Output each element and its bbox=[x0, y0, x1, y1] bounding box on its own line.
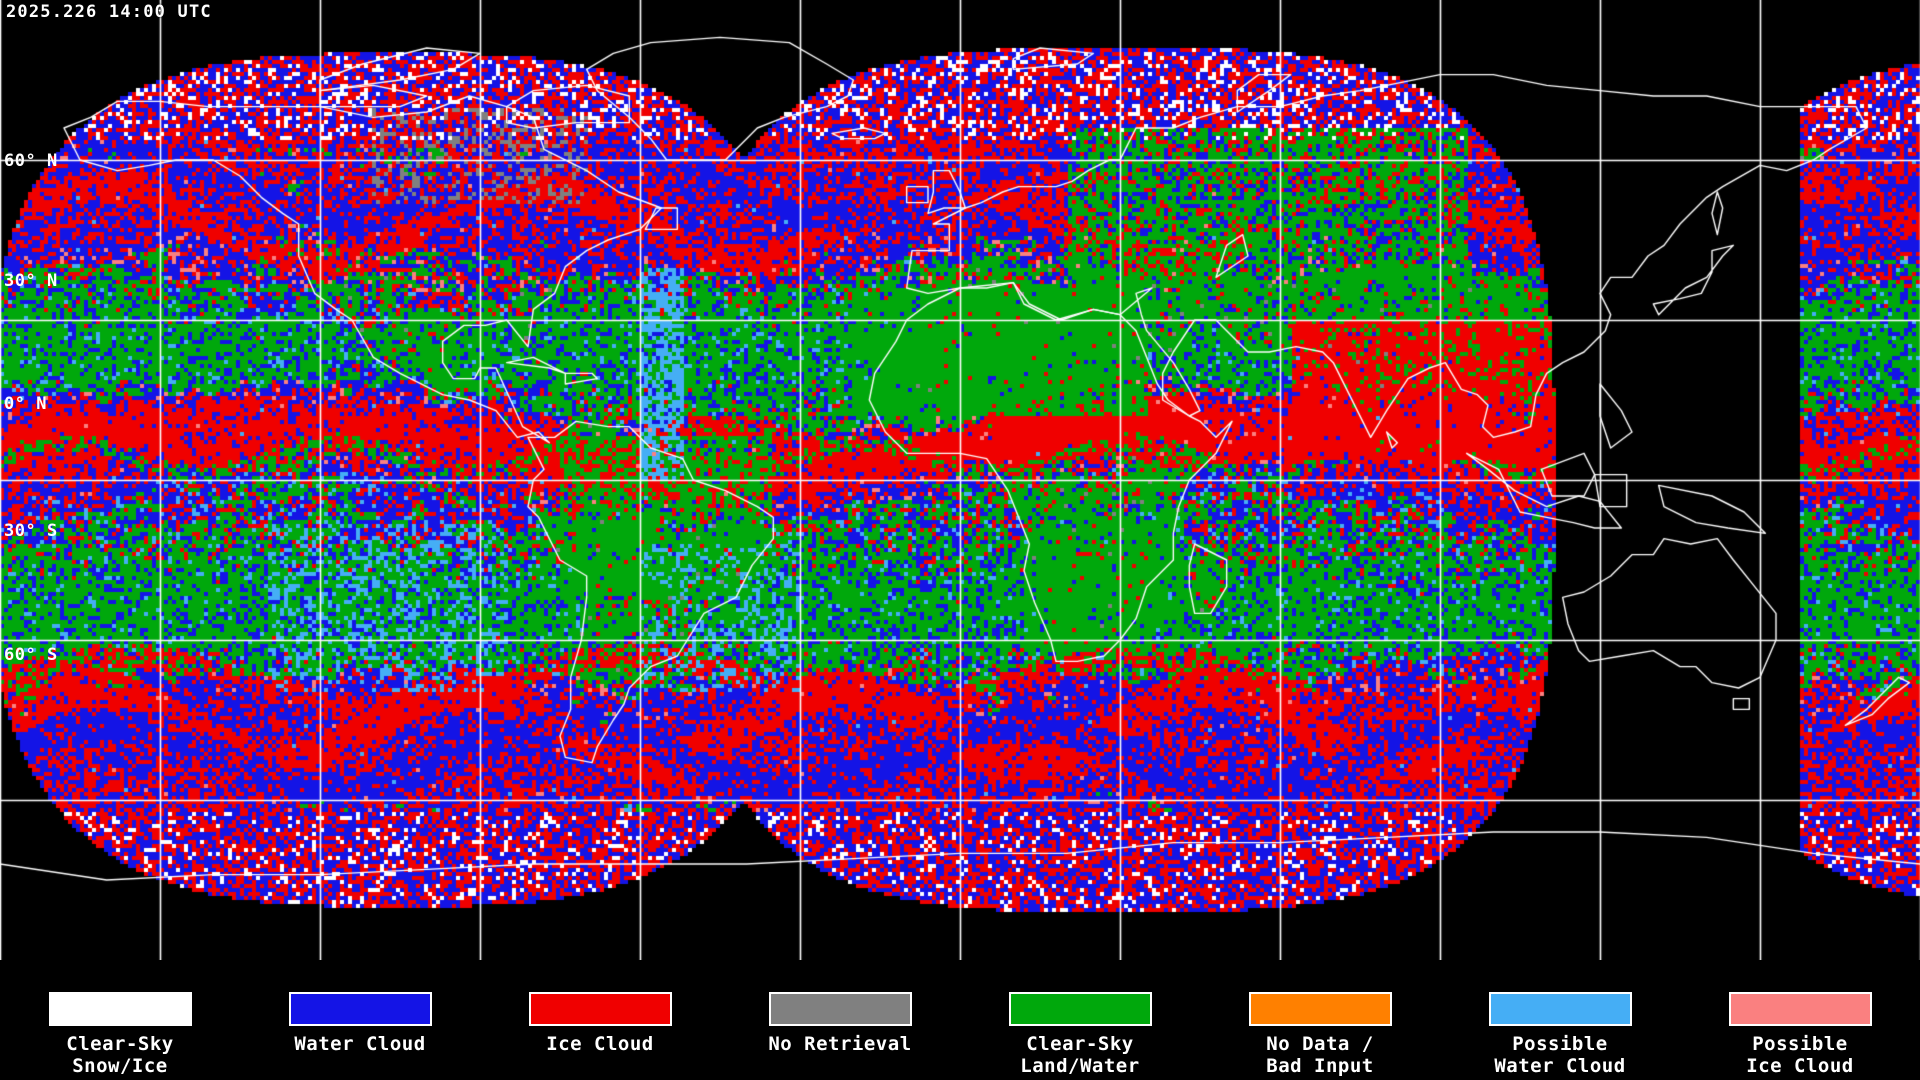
legend-swatch-ice-cloud bbox=[528, 992, 672, 1026]
legend-swatch-no-data-bad-input bbox=[1248, 992, 1392, 1026]
legend-label-no-retrieval: No Retrieval bbox=[768, 1033, 912, 1055]
legend-swatch-possible-water-cloud bbox=[1488, 992, 1632, 1026]
legend-label-possible-water-cloud: Possible Water Cloud bbox=[1494, 1033, 1626, 1077]
latitude-label-30s: 30° S bbox=[4, 521, 58, 541]
legend-label-clear-sky-snow-ice: Clear-Sky Snow/Ice bbox=[66, 1033, 174, 1077]
legend-item-possible-water-cloud: Possible Water Cloud bbox=[1440, 960, 1680, 1080]
legend-item-no-retrieval: No Retrieval bbox=[720, 960, 960, 1080]
latitude-label-60s: 60° S bbox=[4, 645, 58, 665]
legend-item-ice-cloud: Ice Cloud bbox=[480, 960, 720, 1080]
legend-swatch-possible-ice-cloud bbox=[1728, 992, 1872, 1026]
latitude-label-0n: 0° N bbox=[4, 394, 47, 414]
latitude-label-60n: 60° N bbox=[4, 151, 58, 171]
legend-item-water-cloud: Water Cloud bbox=[240, 960, 480, 1080]
legend: Clear-Sky Snow/Ice Water Cloud Ice Cloud No… bbox=[0, 960, 1920, 1080]
legend-swatch-water-cloud bbox=[288, 992, 432, 1026]
legend-swatch-clear-sky-snow-ice bbox=[48, 992, 192, 1026]
legend-item-clear-sky-snow-ice: Clear-Sky Snow/Ice bbox=[0, 960, 240, 1080]
legend-label-water-cloud: Water Cloud bbox=[294, 1033, 426, 1055]
legend-swatch-no-retrieval bbox=[768, 992, 912, 1026]
legend-label-possible-ice-cloud: Possible Ice Cloud bbox=[1746, 1033, 1854, 1077]
map-area[interactable]: 2025.226 14:00 UTC 60° N 30° N 0° N 30° … bbox=[0, 0, 1920, 960]
timestamp-label: 2025.226 14:00 UTC bbox=[6, 2, 212, 22]
legend-item-possible-ice-cloud: Possible Ice Cloud bbox=[1680, 960, 1920, 1080]
cloud-mask-map[interactable] bbox=[0, 0, 1920, 960]
legend-label-ice-cloud: Ice Cloud bbox=[546, 1033, 654, 1055]
legend-label-no-data-bad-input: No Data / Bad Input bbox=[1266, 1033, 1374, 1077]
legend-label-clear-sky-land-water: Clear-Sky Land/Water bbox=[1020, 1033, 1140, 1077]
legend-item-no-data-bad-input: No Data / Bad Input bbox=[1200, 960, 1440, 1080]
latitude-label-30n: 30° N bbox=[4, 271, 58, 291]
legend-swatch-clear-sky-land-water bbox=[1008, 992, 1152, 1026]
legend-item-clear-sky-land-water: Clear-Sky Land/Water bbox=[960, 960, 1200, 1080]
